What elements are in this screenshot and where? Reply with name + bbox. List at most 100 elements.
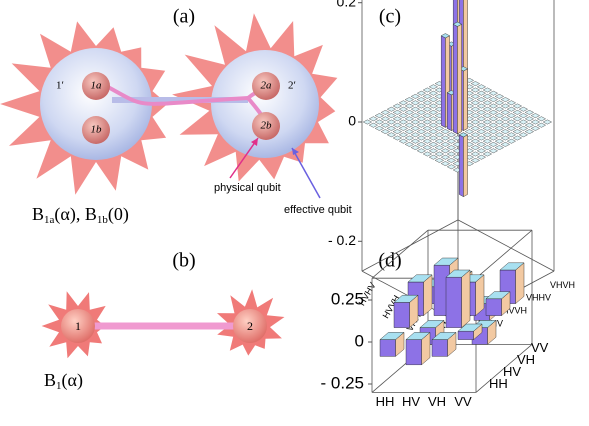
floor-tile: [500, 135, 511, 141]
floor-tile: [392, 129, 403, 135]
floor-tile: [428, 154, 439, 160]
floor-tile: [422, 87, 433, 93]
floor-tile: [440, 154, 451, 160]
floor-tile: [428, 141, 439, 147]
floor-tile: [386, 119, 397, 125]
x-axis-label: HV: [402, 394, 420, 409]
floor-tile: [404, 97, 415, 103]
bar-side: [461, 269, 471, 329]
floor-tile: [398, 113, 409, 119]
formula: B1(α): [44, 370, 83, 391]
floor-tile: [494, 106, 505, 112]
floor-tile: [404, 116, 415, 122]
floor-tile: [494, 113, 505, 119]
x-axis-label: HH: [376, 394, 395, 409]
bar-top: [405, 332, 431, 340]
node-label: 2: [247, 319, 253, 333]
floor-tile: [524, 129, 535, 135]
x-axis-label: VV: [454, 394, 472, 409]
formula: B1a(α), B1b(0): [32, 204, 129, 225]
floor-tile: [398, 106, 409, 112]
floor-tile: [488, 135, 499, 141]
floor-tile: [500, 97, 511, 103]
y-axis-label: HH: [489, 376, 508, 391]
floor-tile: [482, 125, 493, 131]
floor-tile: [434, 132, 445, 138]
box-edge: [475, 344, 533, 393]
floor-tile: [476, 141, 487, 147]
floor-tile: [374, 119, 385, 125]
floor-tile: [470, 106, 481, 112]
floor-tile: [374, 113, 385, 119]
floor-tile: [422, 132, 433, 138]
floor-tile: [422, 106, 433, 112]
bar-side: [463, 134, 468, 198]
bar-top: [457, 323, 483, 332]
floor-tile: [488, 90, 499, 96]
floor-tile: [404, 141, 415, 147]
floor-tile: [512, 103, 523, 109]
floor-tile: [476, 154, 487, 160]
panel-label: (a): [173, 6, 195, 28]
formula-part: B: [85, 204, 97, 224]
floor-tile: [524, 122, 535, 128]
floor-tile: [482, 151, 493, 157]
z-tick-label: 0: [355, 331, 364, 350]
bar-front: [441, 35, 446, 128]
floor-tile: [428, 90, 439, 96]
floor-tile: [512, 109, 523, 115]
box-edge: [371, 229, 429, 279]
floor-tile: [476, 103, 487, 109]
y-axis-label: VH: [517, 352, 535, 367]
annotation: effective qubit: [284, 204, 352, 216]
floor-tile: [518, 106, 529, 112]
floor-tile: [422, 145, 433, 151]
qubit: [61, 309, 95, 343]
floor-tile: [422, 138, 433, 144]
floor-tile: [488, 122, 499, 128]
bar-front: [459, 134, 464, 198]
floor-tile: [446, 138, 457, 144]
floor-tile: [392, 116, 403, 122]
panel-label: (d): [378, 250, 401, 272]
floor-tile: [404, 122, 415, 128]
formula-part: 1b: [97, 214, 109, 226]
floor-tile: [398, 125, 409, 131]
floor-tile: [482, 119, 493, 125]
formula-part: 1: [56, 380, 62, 392]
floor-tile: [428, 116, 439, 122]
z-tick-label: - 0.2: [328, 232, 356, 248]
floor-tile: [500, 122, 511, 128]
floor-tile: [368, 116, 379, 122]
floor-tile: [470, 87, 481, 93]
qubit: [252, 112, 280, 140]
formula-part: B: [44, 370, 56, 390]
node-label: 2b: [261, 120, 273, 132]
floor-tile: [416, 90, 427, 96]
floor-tile: [476, 109, 487, 115]
floor-tile: [518, 125, 529, 131]
floor-tile: [434, 125, 445, 131]
floor-tile: [428, 148, 439, 154]
qubit: [82, 72, 110, 100]
floor-tile: [536, 122, 547, 128]
floor-tile: [506, 125, 517, 131]
floor-tile: [530, 125, 541, 131]
floor-tile: [470, 145, 481, 151]
floor-tile: [434, 138, 445, 144]
floor-tile: [470, 119, 481, 125]
floor-tile: [470, 138, 481, 144]
floor-tile: [446, 132, 457, 138]
floor-tile: [398, 100, 409, 106]
floor-tile: [482, 106, 493, 112]
bar-front: [453, 23, 458, 135]
floor-tile: [512, 122, 523, 128]
floor-tile: [428, 84, 439, 90]
floor-tile: [380, 122, 391, 128]
floor-tile: [410, 132, 421, 138]
node-label: 1b: [91, 124, 103, 136]
floor-tile: [470, 151, 481, 157]
node-label: 1a: [91, 80, 103, 92]
floor-tile: [542, 119, 553, 125]
